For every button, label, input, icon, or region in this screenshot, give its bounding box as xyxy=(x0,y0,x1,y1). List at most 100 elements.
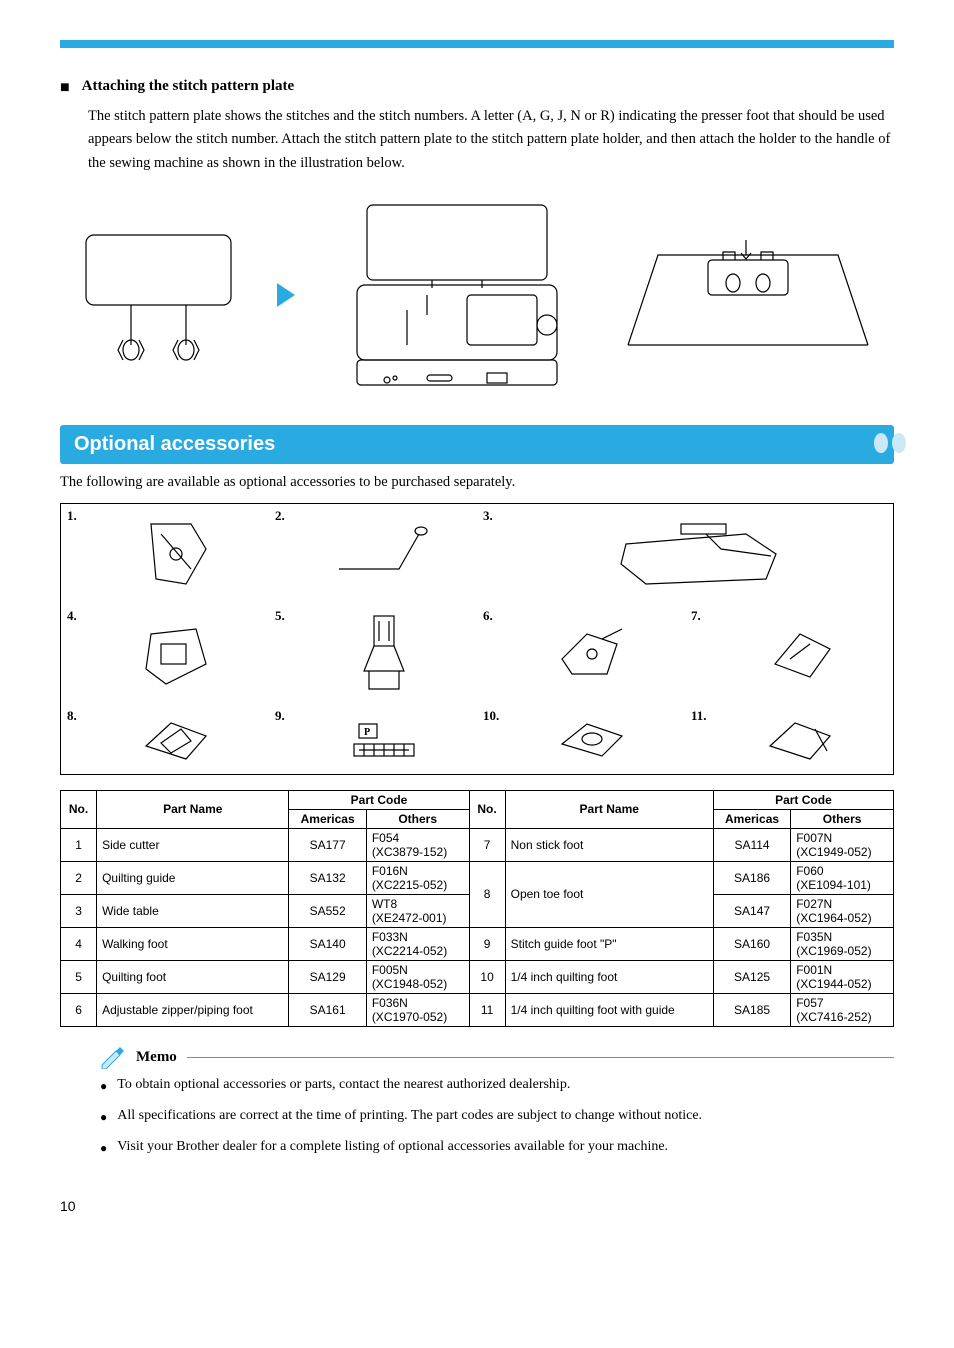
accessory-num-3: 3. xyxy=(483,508,505,524)
page-number: 10 xyxy=(60,1198,894,1214)
th-others-right: Others xyxy=(791,809,894,828)
accessory-cell-9: 9. P xyxy=(269,704,477,774)
cell: 6 xyxy=(61,993,97,1026)
cell: Quilting foot xyxy=(97,960,289,993)
cell: F033N (XC2214-052) xyxy=(366,927,469,960)
memo-list: To obtain optional accessories or parts,… xyxy=(100,1077,894,1159)
accessory-cell-2: 2. xyxy=(269,504,477,604)
cell: 4 xyxy=(61,927,97,960)
accessory-cell-7: 7. xyxy=(685,604,893,704)
banner-text: Optional accessories xyxy=(74,433,275,455)
cell: 1 xyxy=(61,828,97,861)
svg-text:P: P xyxy=(364,727,370,738)
th-code-left: Part Code xyxy=(289,790,469,809)
cell: Walking foot xyxy=(97,927,289,960)
parts-table: No. Part Name Part Code No. Part Name Pa… xyxy=(60,790,894,1027)
accessory-cell-5: 5. xyxy=(269,604,477,704)
cell: Quilting guide xyxy=(97,861,289,894)
cell: F060 (XE1094-101) xyxy=(791,861,894,894)
memo-divider xyxy=(187,1057,894,1058)
cell: F057 (XC7416-252) xyxy=(791,993,894,1026)
accessory-num-2: 2. xyxy=(275,508,297,524)
cell: 7 xyxy=(469,828,505,861)
cell: SA177 xyxy=(289,828,366,861)
accessory-num-5: 5. xyxy=(275,608,297,624)
th-no-right: No. xyxy=(469,790,505,828)
cell: 2 xyxy=(61,861,97,894)
section1-heading-text: Attaching the stitch pattern plate xyxy=(82,78,294,95)
cell: SA125 xyxy=(713,960,790,993)
top-accent-bar xyxy=(60,40,894,48)
cell: SA114 xyxy=(713,828,790,861)
accessory-num-9: 9. xyxy=(275,708,297,724)
cell: 9 xyxy=(469,927,505,960)
accessory-num-8: 8. xyxy=(67,708,89,724)
handle-closeup-illustration xyxy=(618,235,878,355)
cell: F016N (XC2215-052) xyxy=(366,861,469,894)
th-others-left: Others xyxy=(366,809,469,828)
accessory-cell-8: 8. xyxy=(61,704,269,774)
accessory-cell-4: 4. xyxy=(61,604,269,704)
stitch-plate-holder-illustration xyxy=(76,215,236,375)
accessory-cell-11: 11. xyxy=(685,704,893,774)
memo-pencil-icon xyxy=(100,1047,126,1069)
accessory-num-4: 4. xyxy=(67,608,89,624)
accessory-num-6: 6. xyxy=(483,608,505,624)
cell: 8 xyxy=(469,861,505,927)
accessory-cell-1: 1. xyxy=(61,504,269,604)
cell: F005N (XC1948-052) xyxy=(366,960,469,993)
cell: F036N (XC1970-052) xyxy=(366,993,469,1026)
accessory-num-11: 11. xyxy=(691,708,713,724)
banner-tail-decoration xyxy=(874,433,906,453)
cell: SA185 xyxy=(713,993,790,1026)
cell: SA147 xyxy=(713,894,790,927)
accessory-grid: 1. 2. 3. 4. 5. 6. 7. 8. 9. P 10. 11. xyxy=(60,503,894,775)
memo-title: Memo xyxy=(136,1049,177,1066)
cell: SA186 xyxy=(713,861,790,894)
cell: 3 xyxy=(61,894,97,927)
arrow-right-icon xyxy=(277,283,295,307)
th-no-left: No. xyxy=(61,790,97,828)
cell: F027N (XC1964-052) xyxy=(791,894,894,927)
memo-header: Memo xyxy=(100,1047,894,1069)
illustration-row xyxy=(60,195,894,395)
th-americas-left: Americas xyxy=(289,809,366,828)
optional-intro: The following are available as optional … xyxy=(60,474,894,491)
section1-heading: ■ Attaching the stitch pattern plate xyxy=(60,78,894,97)
cell: 5 xyxy=(61,960,97,993)
th-code-right: Part Code xyxy=(713,790,893,809)
cell: 1/4 inch quilting foot xyxy=(505,960,713,993)
cell: F054 (XC3879-152) xyxy=(366,828,469,861)
cell: 1/4 inch quilting foot with guide xyxy=(505,993,713,1026)
accessory-cell-6: 6. xyxy=(477,604,685,704)
memo-item: All specifications are correct at the ti… xyxy=(100,1108,894,1127)
cell: SA552 xyxy=(289,894,366,927)
cell: 10 xyxy=(469,960,505,993)
parts-tbody: 1 Side cutter SA177 F054 (XC3879-152) 7 … xyxy=(61,828,894,1026)
section1-body: The stitch pattern plate shows the stitc… xyxy=(88,105,894,175)
cell: Side cutter xyxy=(97,828,289,861)
cell: Open toe foot xyxy=(505,861,713,927)
accessory-cell-10: 10. xyxy=(477,704,685,774)
cell: Wide table xyxy=(97,894,289,927)
cell: SA132 xyxy=(289,861,366,894)
memo-box: Memo To obtain optional accessories or p… xyxy=(60,1047,894,1159)
accessory-cell-3: 3. xyxy=(477,504,893,604)
memo-item: To obtain optional accessories or parts,… xyxy=(100,1077,894,1096)
cell: Stitch guide foot "P" xyxy=(505,927,713,960)
cell: SA161 xyxy=(289,993,366,1026)
cell: F001N (XC1944-052) xyxy=(791,960,894,993)
bullet-icon: ■ xyxy=(60,78,70,97)
memo-item: Visit your Brother dealer for a complete… xyxy=(100,1139,894,1158)
cell: Non stick foot xyxy=(505,828,713,861)
cell: SA140 xyxy=(289,927,366,960)
cell: 11 xyxy=(469,993,505,1026)
th-americas-right: Americas xyxy=(713,809,790,828)
accessory-num-10: 10. xyxy=(483,708,505,724)
optional-accessories-banner: Optional accessories xyxy=(60,425,894,464)
cell: F007N (XC1949-052) xyxy=(791,828,894,861)
sewing-machine-illustration xyxy=(337,195,577,395)
cell: F035N (XC1969-052) xyxy=(791,927,894,960)
cell: Adjustable zipper/piping foot xyxy=(97,993,289,1026)
cell: SA129 xyxy=(289,960,366,993)
